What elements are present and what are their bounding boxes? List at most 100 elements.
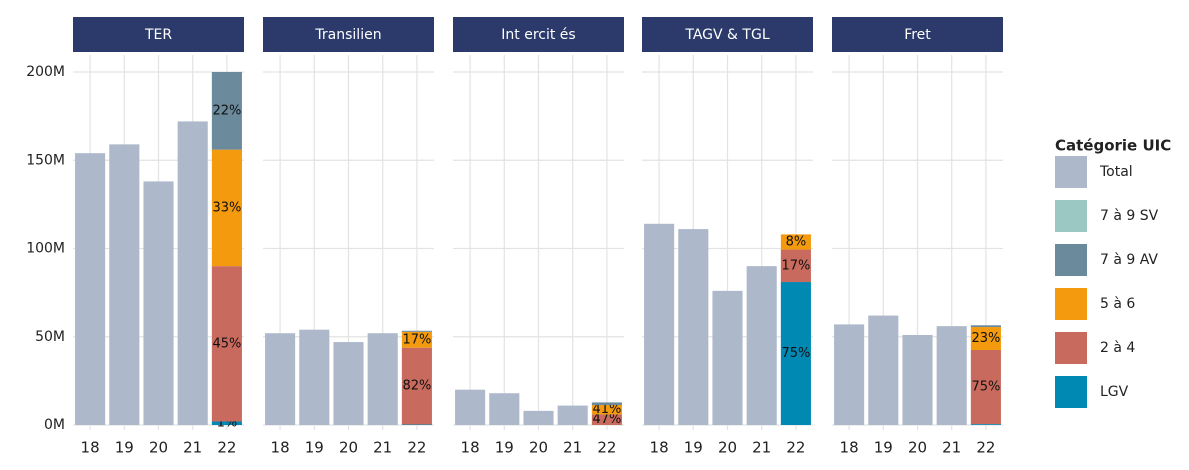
- share-label: 17%: [781, 258, 810, 273]
- legend-label: Total: [1099, 164, 1133, 180]
- x-tick-label: 19: [495, 439, 514, 457]
- strip: [263, 17, 434, 52]
- bar: [970, 424, 1001, 425]
- bar: [265, 333, 296, 425]
- bar: [143, 181, 174, 425]
- y-tick-label: 50M: [35, 329, 65, 345]
- share-label: 33%: [212, 200, 241, 215]
- x-tick-label: 19: [684, 439, 703, 457]
- bar: [523, 410, 554, 425]
- strip: [642, 17, 813, 52]
- x-tick-label: 22: [786, 439, 805, 457]
- x-tick-label: 21: [183, 439, 202, 457]
- bar: [333, 342, 364, 425]
- x-tick-label: 22: [217, 439, 236, 457]
- bar: [211, 149, 242, 267]
- share-label: 75%: [781, 346, 810, 361]
- legend-label: 7 à 9 AV: [1100, 252, 1158, 268]
- bar: [970, 325, 1001, 328]
- legend-swatch: [1055, 288, 1087, 320]
- legend-label: 7 à 9 SV: [1100, 208, 1159, 224]
- share-label: 45%: [212, 336, 241, 351]
- bar: [299, 329, 330, 425]
- x-tick-label: 18: [650, 439, 669, 457]
- share-label: 17%: [402, 332, 431, 347]
- facet-title: TER: [144, 27, 172, 43]
- x-tick-label: 21: [752, 439, 771, 457]
- x-tick-label: 18: [840, 439, 859, 457]
- x-tick-label: 21: [563, 439, 582, 457]
- bar: [970, 349, 1001, 425]
- strip: [73, 17, 244, 52]
- legend-label: LGV: [1100, 384, 1129, 400]
- bar: [401, 347, 432, 425]
- bar: [367, 333, 398, 425]
- bar: [75, 153, 106, 425]
- bar: [902, 334, 933, 425]
- bar: [936, 326, 967, 425]
- bar: [780, 282, 811, 425]
- x-tick-label: 22: [976, 439, 995, 457]
- bar: [109, 144, 140, 426]
- bar: [489, 393, 520, 425]
- bar: [834, 324, 865, 425]
- legend-swatch: [1055, 332, 1087, 364]
- x-tick-label: 18: [271, 439, 290, 457]
- bar: [211, 421, 242, 425]
- legend-swatch: [1055, 156, 1087, 188]
- bar: [557, 405, 588, 425]
- x-tick-label: 19: [305, 439, 324, 457]
- x-tick-label: 19: [874, 439, 893, 457]
- bar: [177, 121, 208, 426]
- x-tick-label: 18: [461, 439, 480, 457]
- x-tick-label: 22: [597, 439, 616, 457]
- y-tick-label: 150M: [26, 152, 65, 168]
- bar: [455, 389, 486, 425]
- x-tick-label: 19: [115, 439, 134, 457]
- share-label: 22%: [212, 103, 241, 118]
- bar: [211, 72, 242, 150]
- share-label: 41%: [592, 402, 621, 417]
- strip: [453, 17, 624, 52]
- bar: [644, 223, 675, 425]
- x-tick-label: 20: [529, 439, 548, 457]
- x-tick-label: 20: [339, 439, 358, 457]
- facet-title: TAGV & TGL: [684, 27, 769, 43]
- bar: [970, 327, 1001, 350]
- legend-swatch: [1055, 244, 1087, 276]
- x-tick-label: 20: [908, 439, 927, 457]
- bar: [591, 414, 622, 425]
- x-tick-label: 20: [149, 439, 168, 457]
- legend-label: 2 à 4: [1100, 340, 1135, 356]
- facet-title: Fret: [904, 27, 931, 43]
- share-label: 82%: [402, 379, 431, 394]
- y-tick-label: 100M: [26, 241, 65, 257]
- share-label: 23%: [971, 331, 1000, 346]
- bar: [746, 266, 777, 425]
- x-tick-label: 22: [407, 439, 426, 457]
- legend-label: 5 à 6: [1100, 296, 1135, 312]
- x-tick-label: 18: [81, 439, 100, 457]
- facet-title: Int ercit és: [501, 27, 575, 43]
- share-label: 75%: [971, 380, 1000, 395]
- bar: [401, 424, 432, 425]
- bar: [401, 330, 432, 332]
- bar: [678, 229, 709, 425]
- legend-swatch: [1055, 200, 1087, 232]
- bar: [401, 331, 432, 348]
- bar: [868, 315, 899, 425]
- x-tick-label: 21: [373, 439, 392, 457]
- bar: [780, 249, 811, 283]
- bar: [211, 266, 242, 422]
- x-tick-label: 20: [718, 439, 737, 457]
- facet-title: Transilien: [314, 27, 381, 43]
- bar: [712, 290, 743, 425]
- bar: [591, 405, 622, 415]
- bar: [591, 402, 622, 406]
- strip: [832, 17, 1003, 52]
- y-tick-label: 0M: [44, 417, 65, 433]
- legend-swatch: [1055, 376, 1087, 408]
- share-label: 8%: [786, 234, 807, 249]
- legend-title: Catégorie UIC: [1055, 137, 1171, 155]
